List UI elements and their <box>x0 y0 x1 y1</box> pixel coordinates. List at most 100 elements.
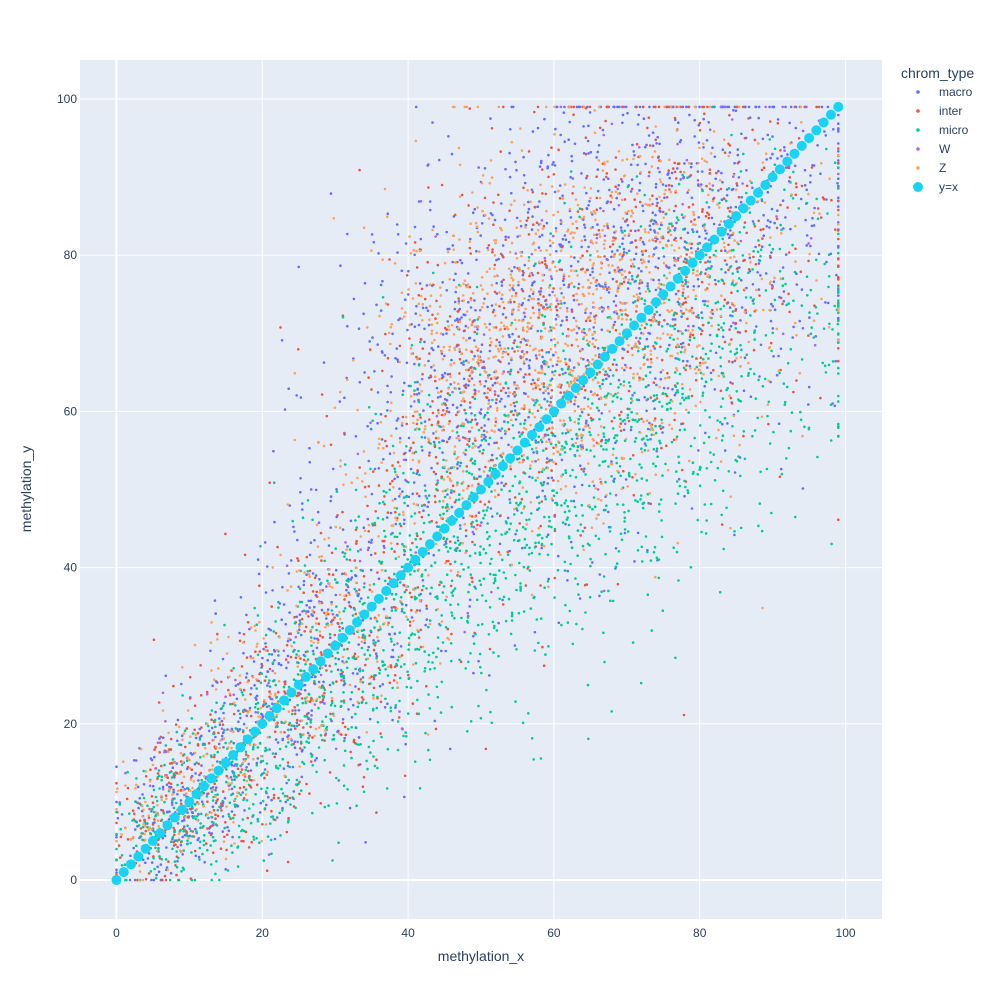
data-point <box>274 752 278 755</box>
data-point <box>517 457 521 460</box>
data-point <box>426 505 429 509</box>
data-point <box>627 471 631 475</box>
data-point <box>823 130 826 133</box>
data-point <box>837 244 840 248</box>
data-point <box>407 495 411 499</box>
data-point <box>674 656 677 660</box>
data-point <box>369 682 372 685</box>
data-point <box>436 263 440 267</box>
data-point <box>558 373 561 377</box>
data-point <box>396 460 400 464</box>
data-point <box>456 260 459 264</box>
data-point <box>364 701 368 705</box>
data-point <box>795 185 798 189</box>
data-point <box>648 224 652 227</box>
data-point <box>304 663 307 666</box>
data-point <box>518 539 521 542</box>
data-point <box>530 512 533 515</box>
data-point <box>495 281 499 285</box>
data-point <box>155 873 158 877</box>
data-point <box>430 346 434 350</box>
data-point <box>342 784 346 787</box>
data-point <box>440 413 444 417</box>
data-point <box>432 470 436 474</box>
data-point <box>388 616 392 620</box>
data-point <box>350 716 354 719</box>
data-point <box>550 389 554 392</box>
data-point <box>181 694 184 697</box>
data-point <box>446 493 449 496</box>
data-point <box>574 577 577 580</box>
data-point <box>552 161 555 164</box>
data-point <box>386 400 389 404</box>
data-point <box>525 543 529 547</box>
data-point <box>747 117 750 120</box>
data-point <box>399 581 402 584</box>
data-point <box>540 348 544 352</box>
data-point <box>214 801 218 805</box>
data-point <box>445 509 449 513</box>
data-point <box>408 624 412 627</box>
data-point <box>212 808 216 812</box>
data-point <box>685 364 688 367</box>
data-point <box>279 663 283 667</box>
data-point <box>209 649 212 653</box>
data-point <box>450 505 454 509</box>
data-point <box>583 226 587 229</box>
data-point <box>366 596 370 599</box>
data-point <box>422 521 426 525</box>
data-point <box>511 287 514 290</box>
data-point <box>767 422 770 426</box>
data-point <box>647 260 650 263</box>
data-point <box>605 172 609 175</box>
data-point <box>409 548 412 552</box>
data-point <box>673 161 676 165</box>
data-point <box>414 587 417 590</box>
data-point <box>535 618 539 621</box>
data-point <box>537 495 541 499</box>
data-point <box>264 746 267 750</box>
data-point <box>585 176 588 180</box>
data-point <box>648 421 651 425</box>
data-point <box>587 245 590 249</box>
data-point <box>173 776 176 779</box>
data-point <box>168 762 172 765</box>
data-point <box>837 359 840 363</box>
data-point <box>615 363 618 367</box>
data-point <box>494 326 498 329</box>
data-point <box>648 144 652 147</box>
data-point <box>384 668 387 671</box>
data-point <box>569 216 573 219</box>
data-point <box>594 534 598 538</box>
data-point <box>447 559 450 563</box>
data-point <box>371 522 374 526</box>
data-point <box>299 490 302 494</box>
data-point <box>118 803 122 806</box>
data-point <box>287 778 291 782</box>
data-point <box>285 643 289 647</box>
data-point <box>448 540 452 543</box>
data-point <box>584 365 588 368</box>
data-point <box>757 105 761 109</box>
data-point <box>182 819 186 822</box>
data-point <box>126 786 130 790</box>
data-point <box>480 623 484 626</box>
data-point <box>507 386 510 390</box>
data-point <box>259 544 262 548</box>
data-point <box>609 200 612 204</box>
data-point <box>207 741 211 745</box>
data-point <box>252 835 255 839</box>
data-point <box>242 798 245 802</box>
data-point <box>595 156 598 159</box>
data-point <box>161 787 165 791</box>
data-point <box>388 681 392 685</box>
data-point <box>276 545 279 549</box>
data-point <box>391 479 394 483</box>
data-point <box>623 422 627 426</box>
data-point <box>303 683 307 687</box>
data-point <box>808 316 811 319</box>
data-point <box>408 337 411 340</box>
data-point <box>510 358 513 362</box>
data-point <box>545 303 548 306</box>
data-point <box>837 316 840 320</box>
